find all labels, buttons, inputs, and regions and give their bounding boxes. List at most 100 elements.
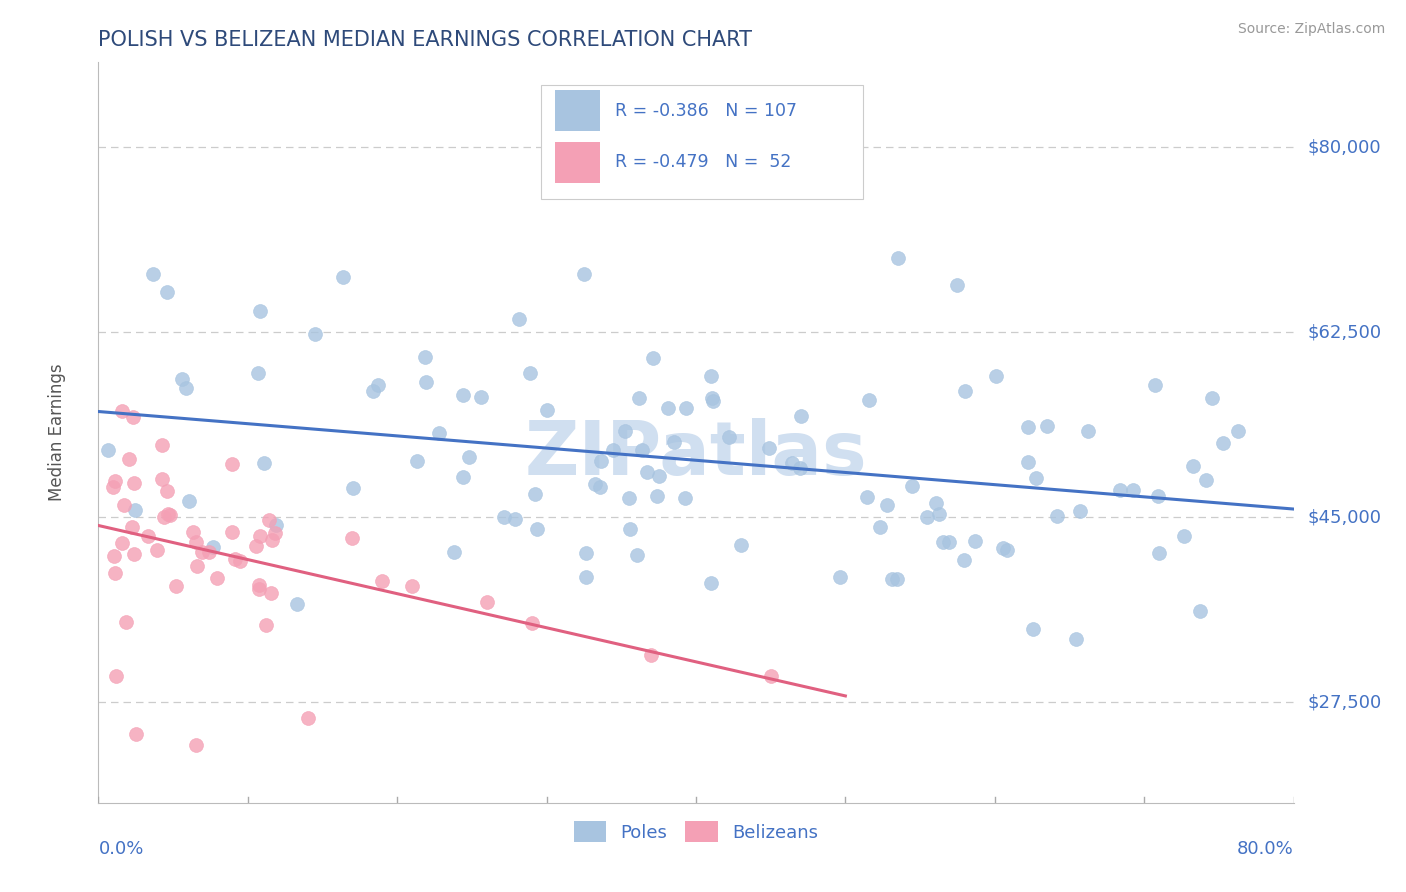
Point (628, 391, 651, 405)
FancyBboxPatch shape (555, 90, 600, 131)
Point (111, 404, 134, 418)
Point (876, 499, 898, 513)
Point (662, 435, 685, 450)
Point (1147, 546, 1170, 560)
FancyBboxPatch shape (555, 142, 600, 183)
Point (1122, 483, 1144, 497)
Point (1173, 529, 1195, 543)
Point (1025, 471, 1047, 485)
Point (264, 517, 287, 532)
Point (882, 572, 904, 586)
Point (631, 442, 654, 457)
Text: R = -0.386   N = 107: R = -0.386 N = 107 (614, 102, 797, 120)
Point (254, 618, 277, 632)
Point (142, 267, 165, 281)
Point (249, 529, 271, 543)
Point (249, 304, 271, 318)
Point (112, 498, 135, 512)
Point (287, 597, 309, 611)
Point (371, 574, 394, 588)
Point (991, 541, 1014, 556)
Point (1046, 508, 1069, 523)
Text: $62,500: $62,500 (1308, 323, 1382, 341)
Point (619, 523, 641, 537)
Point (946, 277, 969, 292)
Point (122, 475, 145, 490)
Point (953, 384, 976, 399)
Point (118, 452, 141, 467)
Point (886, 572, 908, 586)
Point (181, 524, 204, 539)
Text: Source: ZipAtlas.com: Source: ZipAtlas.com (1237, 22, 1385, 37)
Point (415, 350, 437, 364)
Point (247, 578, 270, 592)
Point (332, 269, 354, 284)
Point (122, 409, 145, 424)
Point (858, 392, 880, 407)
Point (626, 548, 648, 562)
Point (103, 480, 125, 494)
Point (156, 507, 179, 521)
Point (790, 409, 813, 423)
Point (246, 366, 269, 380)
Point (415, 375, 437, 389)
Point (508, 312, 530, 326)
Point (613, 425, 636, 439)
Point (221, 524, 243, 539)
Point (443, 545, 465, 559)
Point (636, 465, 658, 479)
Point (136, 529, 159, 543)
Point (429, 426, 451, 441)
Point (122, 547, 145, 561)
Point (1147, 489, 1170, 503)
Point (1227, 424, 1250, 438)
Point (503, 512, 526, 526)
Point (925, 496, 948, 510)
Point (110, 535, 132, 549)
Point (172, 372, 194, 386)
Point (121, 520, 143, 534)
Text: $80,000: $80,000 (1308, 138, 1382, 156)
Point (830, 570, 852, 584)
Point (453, 469, 475, 483)
Point (1108, 483, 1130, 497)
Point (953, 553, 976, 567)
Point (915, 510, 938, 524)
Point (886, 251, 908, 265)
Point (470, 390, 492, 404)
Point (221, 457, 243, 471)
Point (1036, 419, 1059, 434)
Text: ZIPatlas: ZIPatlas (524, 418, 868, 491)
Point (361, 384, 384, 398)
Point (1017, 455, 1039, 469)
Point (224, 552, 246, 566)
Point (575, 546, 598, 560)
Point (1064, 632, 1087, 646)
Point (1069, 504, 1091, 518)
Point (1195, 473, 1218, 487)
Point (103, 549, 125, 563)
Point (699, 369, 721, 384)
Point (1077, 424, 1099, 438)
Point (124, 503, 146, 517)
Point (718, 430, 741, 444)
Text: $45,000: $45,000 (1308, 508, 1382, 526)
Point (901, 479, 924, 493)
Point (253, 456, 276, 470)
Point (640, 648, 662, 662)
Point (645, 489, 668, 503)
Point (657, 401, 679, 415)
Point (262, 533, 284, 548)
Text: Median Earnings: Median Earnings (48, 364, 66, 501)
Point (647, 469, 669, 483)
Point (932, 535, 955, 549)
Point (780, 456, 803, 470)
Point (1017, 419, 1039, 434)
Point (184, 534, 207, 549)
Point (297, 711, 319, 725)
Point (228, 554, 250, 568)
Point (174, 381, 197, 395)
Point (96, 443, 118, 458)
Point (675, 401, 697, 415)
Point (125, 727, 148, 741)
